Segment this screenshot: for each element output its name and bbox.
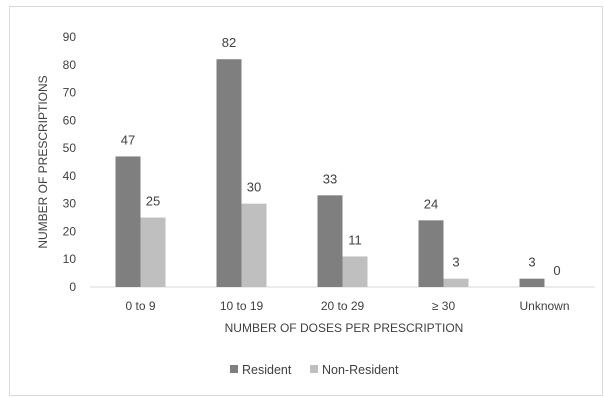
bar-non-resident <box>241 203 267 287</box>
legend-label: Resident <box>242 363 292 377</box>
data-label: 3 <box>528 255 535 270</box>
bar-non-resident <box>342 256 368 287</box>
bar-resident <box>216 59 242 287</box>
legend-label: Non-Resident <box>322 363 399 377</box>
bar-resident <box>418 220 444 287</box>
x-axis-title: NUMBER OF DOSES PER PRESCRIPTION <box>225 321 464 335</box>
y-tick-label: 30 <box>63 197 77 211</box>
bar-resident <box>519 278 545 287</box>
y-tick-label: 70 <box>63 86 77 100</box>
bar-non-resident <box>443 278 469 287</box>
y-tick-label: 60 <box>63 113 77 127</box>
y-tick-label: 10 <box>63 252 77 266</box>
y-axis-ticks: 0 10 20 30 40 50 60 70 80 90 <box>63 30 77 294</box>
x-tick-label: Unknown <box>519 299 569 313</box>
x-tick-label: 10 to 19 <box>220 299 264 313</box>
legend: Resident Non-Resident <box>230 363 399 377</box>
data-label: 82 <box>222 35 236 50</box>
legend-swatch <box>230 365 238 373</box>
y-tick-label: 40 <box>63 169 77 183</box>
bar-non-resident <box>140 217 166 287</box>
y-tick-label: 50 <box>63 141 77 155</box>
chart-frame <box>9 6 603 396</box>
data-label: 24 <box>424 196 438 211</box>
y-tick-label: 0 <box>69 280 76 294</box>
x-axis-ticks: 0 to 9 10 to 19 20 to 29 ≥ 30 Unknown <box>125 299 569 313</box>
data-label: 11 <box>348 232 362 247</box>
legend-swatch <box>310 365 318 373</box>
data-label: 25 <box>146 194 160 209</box>
x-tick-label: 0 to 9 <box>125 299 155 313</box>
y-tick-label: 90 <box>63 30 77 44</box>
y-tick-label: 80 <box>63 58 77 72</box>
x-tick-label: 20 to 29 <box>321 299 365 313</box>
data-label: 47 <box>121 132 135 147</box>
y-axis-title: NUMBER OF PRESCRIPTIONS <box>36 75 50 248</box>
bars-group <box>115 59 545 287</box>
bar-resident <box>317 195 343 287</box>
data-label: 3 <box>452 255 459 270</box>
x-tick-label: ≥ 30 <box>432 299 456 313</box>
data-label: 0 <box>553 263 560 278</box>
data-label: 30 <box>247 180 261 195</box>
data-label: 33 <box>323 171 337 186</box>
y-tick-label: 20 <box>63 224 77 238</box>
bar-resident <box>115 156 141 287</box>
